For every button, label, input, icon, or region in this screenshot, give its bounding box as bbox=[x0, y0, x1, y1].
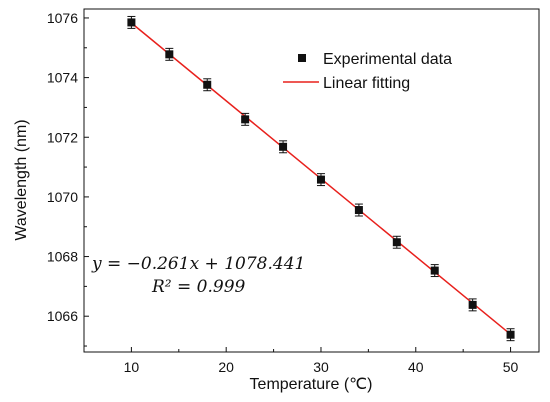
fit-equation: y = −0.261x + 1078.441 bbox=[91, 254, 305, 274]
data-point bbox=[392, 238, 401, 247]
data-point bbox=[279, 142, 288, 151]
legend: Experimental data Linear fitting bbox=[283, 51, 452, 92]
x-axis-title: Temperature (℃) bbox=[250, 376, 373, 393]
legend-marker-square bbox=[298, 54, 306, 62]
data-point bbox=[165, 50, 174, 59]
y-axis-title: Wavelength (nm) bbox=[13, 119, 30, 240]
plot-frame bbox=[83, 8, 540, 353]
y-tick-label: 1072 bbox=[47, 129, 78, 145]
r-squared: R² = 0.999 bbox=[151, 277, 246, 297]
x-tick-label: 40 bbox=[408, 359, 424, 375]
data-point bbox=[241, 115, 250, 124]
data-point bbox=[203, 80, 212, 89]
y-tick-label: 1076 bbox=[47, 10, 78, 26]
data-points-layer bbox=[127, 15, 515, 342]
x-tick-label: 20 bbox=[218, 359, 234, 375]
x-tick-label: 10 bbox=[124, 359, 140, 375]
ticks-layer: 10 20 30 40 50 1066 1068 1070 1072 1074 1076 bbox=[47, 10, 519, 375]
y-tick-label: 1070 bbox=[47, 189, 78, 205]
legend-label-experimental: Experimental data bbox=[323, 51, 452, 68]
data-point bbox=[354, 206, 363, 215]
x-tick-label: 30 bbox=[313, 359, 329, 375]
y-tick-label: 1066 bbox=[47, 308, 78, 324]
legend-label-fit: Linear fitting bbox=[323, 75, 410, 92]
data-point bbox=[506, 330, 515, 339]
data-point bbox=[468, 300, 477, 309]
data-point bbox=[430, 266, 439, 275]
y-tick-label: 1068 bbox=[47, 249, 78, 265]
y-tick-label: 1074 bbox=[47, 70, 78, 86]
data-point bbox=[127, 18, 136, 27]
x-tick-label: 50 bbox=[503, 359, 519, 375]
data-point bbox=[316, 175, 325, 184]
